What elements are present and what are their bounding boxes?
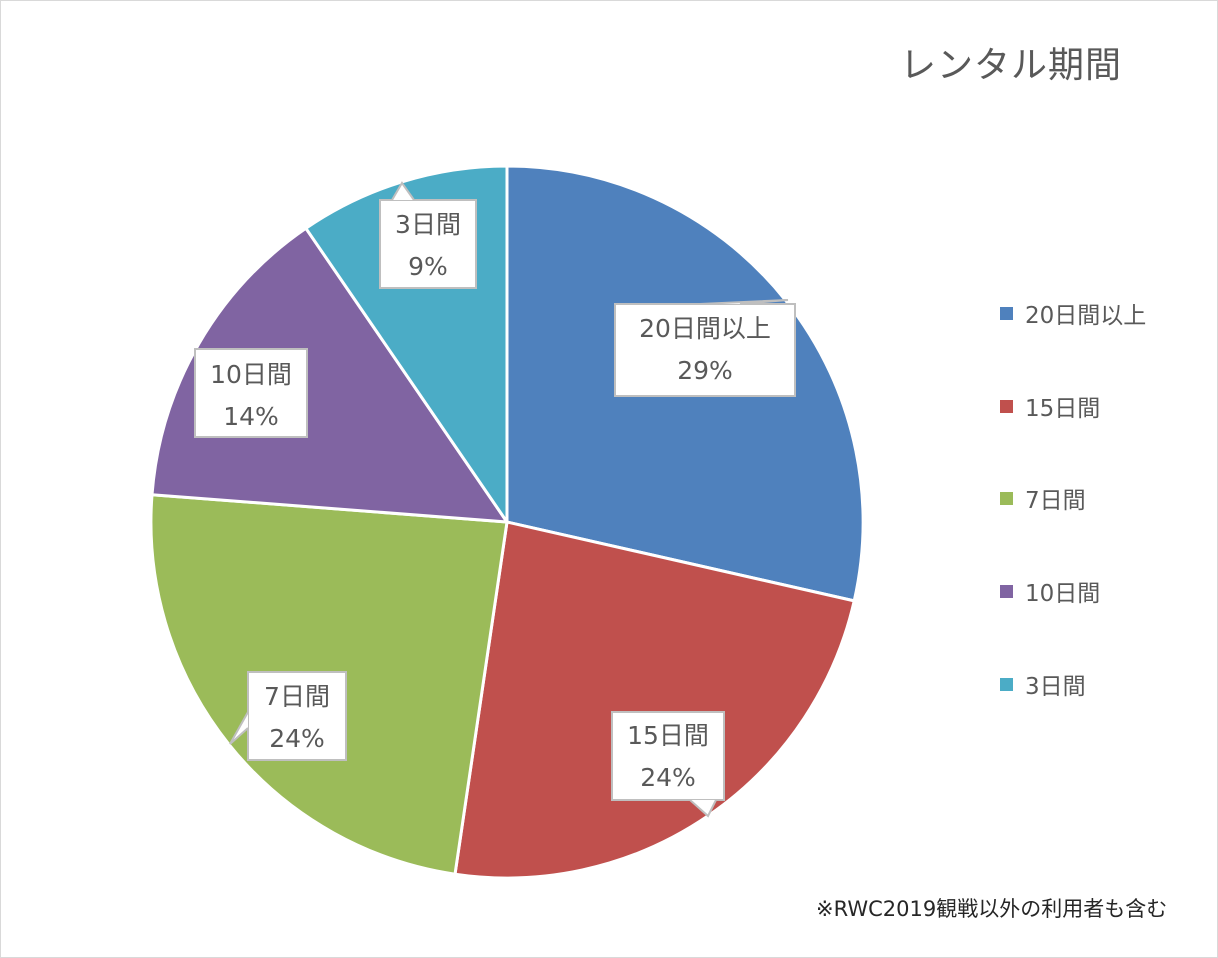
callout-pointer (229, 711, 249, 745)
legend-swatch-icon (1000, 677, 1013, 691)
legend-label: 20日間以上 (1025, 303, 1147, 329)
legend-label: 7日間 (1025, 488, 1086, 514)
callout-pointer (391, 181, 415, 201)
callout-box (247, 671, 347, 761)
legend-label: 15日間 (1025, 396, 1101, 422)
legend-swatch-icon (1000, 399, 1013, 413)
legend-item-15days[interactable]: 15日間 (1000, 389, 1100, 423)
callout-box (379, 199, 477, 289)
chart-title: レンタル期間 (900, 45, 1123, 86)
legend-label: 3日間 (1025, 674, 1086, 700)
legend-item-7days[interactable]: 7日間 (1000, 481, 1086, 515)
legend-item-10days[interactable]: 10日間 (1000, 574, 1100, 608)
legend-swatch-icon (1000, 306, 1013, 320)
footnote: ※RWC2019観戦以外の利用者も含む (816, 897, 1168, 921)
legend-label: 10日間 (1025, 581, 1101, 607)
callout-pointer (689, 799, 717, 818)
callout-box (614, 303, 796, 397)
callout-box (194, 348, 308, 438)
legend-swatch-icon (1000, 491, 1013, 505)
legend-item-3days[interactable]: 3日間 (1000, 667, 1086, 701)
legend-swatch-icon (1000, 584, 1013, 598)
legend-item-20days[interactable]: 20日間以上 (1000, 296, 1146, 330)
callout-box (611, 711, 725, 801)
callout-pointer (699, 299, 789, 305)
slice-10days[interactable] (150, 226, 509, 524)
